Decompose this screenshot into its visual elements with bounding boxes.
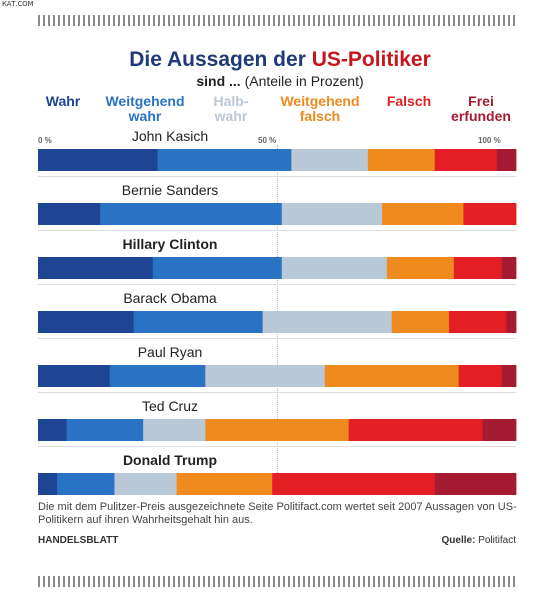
row-separator (38, 176, 516, 177)
bar-segment-hillary-clinton-weitgehend-falsch (386, 257, 455, 279)
bar-segment-barack-obama-halb-wahr (262, 311, 393, 333)
bar-segment-hillary-clinton-frei-erfunden (501, 257, 517, 279)
bar-segment-hillary-clinton-wahr (38, 257, 154, 279)
bar-segment-donald-trump-frei-erfunden (434, 473, 517, 495)
bar-segment-barack-obama-weitgehend-wahr (133, 311, 264, 333)
bar-segment-bernie-sanders-weitgehend-wahr (100, 203, 283, 225)
bar-segment-hillary-clinton-falsch (453, 257, 503, 279)
bar-segment-ted-cruz-halb-wahr (143, 419, 206, 441)
decorative-stripes-top (38, 15, 516, 26)
bar-segment-hillary-clinton-weitgehend-wahr (152, 257, 283, 279)
decorative-stripes-bottom (38, 576, 516, 587)
bar-segment-john-kasich-falsch (434, 149, 498, 171)
legend-frei-erfunden: Frei erfunden (451, 93, 511, 124)
bar-segment-donald-trump-weitgehend-falsch (176, 473, 273, 495)
x-tick-100: 100 % (478, 136, 501, 145)
bar-segment-bernie-sanders-halb-wahr (281, 203, 383, 225)
source-value: Politifact (478, 535, 516, 546)
bar-segment-donald-trump-halb-wahr (114, 473, 178, 495)
bar-segment-barack-obama-falsch (449, 311, 507, 333)
bar-segment-john-kasich-weitgehend-falsch (367, 149, 436, 171)
source-credit: Quelle: Politifact (442, 535, 516, 546)
bar-segment-ted-cruz-frei-erfunden (482, 419, 517, 441)
bar-segment-ted-cruz-weitgehend-wahr (66, 419, 144, 441)
bar-segment-paul-ryan-falsch (458, 365, 503, 387)
subtitle-bold: sind ... (196, 73, 241, 89)
bar-segment-john-kasich-frei-erfunden (496, 149, 517, 171)
row-label-ryan: Paul Ryan (137, 344, 203, 360)
bar-segment-ted-cruz-falsch (348, 419, 483, 441)
title-part-2: US-Politiker (311, 48, 431, 71)
bar-segment-donald-trump-wahr (38, 473, 58, 495)
footnote: Die mit dem Pulitzer-Preis ausgezeichnet… (38, 501, 517, 526)
row-separator (38, 446, 516, 447)
row-separator (38, 230, 516, 231)
bar-segment-barack-obama-weitgehend-falsch (391, 311, 450, 333)
legend-weitgehend-wahr: Weitgehend wahr (105, 93, 185, 124)
bar-segment-bernie-sanders-weitgehend-falsch (382, 203, 464, 225)
title-part-1: Die Aussagen der (129, 48, 306, 71)
publisher-name: HANDELSBLATT (38, 535, 119, 546)
source-label: Quelle: (441, 535, 476, 546)
row-label-cruz: Ted Cruz (141, 398, 199, 414)
bar-segment-john-kasich-weitgehend-wahr (157, 149, 292, 171)
row-separator (38, 338, 516, 339)
legend-halb-wahr: Halb- wahr (213, 93, 249, 124)
subtitle-rest: (Anteile in Prozent) (244, 73, 364, 89)
bar-segment-paul-ryan-frei-erfunden (501, 365, 517, 387)
legend-weitgehend-falsch: Weitgehend falsch (280, 93, 360, 124)
bar-segment-donald-trump-falsch (272, 473, 436, 495)
chart-subtitle: sind ... (Anteile in Prozent) (0, 73, 560, 89)
bar-segment-paul-ryan-wahr (38, 365, 111, 387)
row-label-obama: Barack Obama (123, 290, 217, 306)
x-tick-0: 0 % (38, 136, 52, 145)
bar-segment-barack-obama-frei-erfunden (506, 311, 517, 333)
bar-segment-donald-trump-weitgehend-wahr (57, 473, 115, 495)
legend-wahr: Wahr (45, 93, 81, 109)
bar-segment-barack-obama-wahr (38, 311, 134, 333)
row-label-clinton: Hillary Clinton (122, 236, 218, 252)
bar-segment-paul-ryan-weitgehend-wahr (109, 365, 206, 387)
chart-title: Die Aussagen der US-Politiker (0, 48, 560, 72)
row-separator (38, 284, 516, 285)
bar-segment-bernie-sanders-falsch (463, 203, 517, 225)
row-label-sanders: Bernie Sanders (121, 182, 219, 198)
legend-falsch: Falsch (386, 93, 432, 109)
row-separator (38, 392, 516, 393)
bar-segment-paul-ryan-weitgehend-falsch (324, 365, 460, 387)
bar-segment-bernie-sanders-wahr (38, 203, 101, 225)
x-tick-50: 50 % (258, 136, 277, 145)
bar-segment-john-kasich-wahr (38, 149, 158, 171)
row-label-kasich: John Kasich (131, 128, 209, 144)
watermark-logo: КАТ.COM (2, 0, 34, 8)
bar-segment-john-kasich-halb-wahr (291, 149, 369, 171)
bar-segment-ted-cruz-wahr (38, 419, 68, 441)
bar-segment-hillary-clinton-halb-wahr (281, 257, 388, 279)
bar-segment-paul-ryan-halb-wahr (205, 365, 326, 387)
row-label-trump: Donald Trump (122, 452, 218, 468)
